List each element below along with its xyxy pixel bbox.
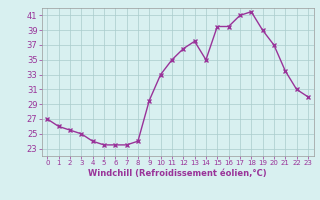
X-axis label: Windchill (Refroidissement éolien,°C): Windchill (Refroidissement éolien,°C): [88, 169, 267, 178]
